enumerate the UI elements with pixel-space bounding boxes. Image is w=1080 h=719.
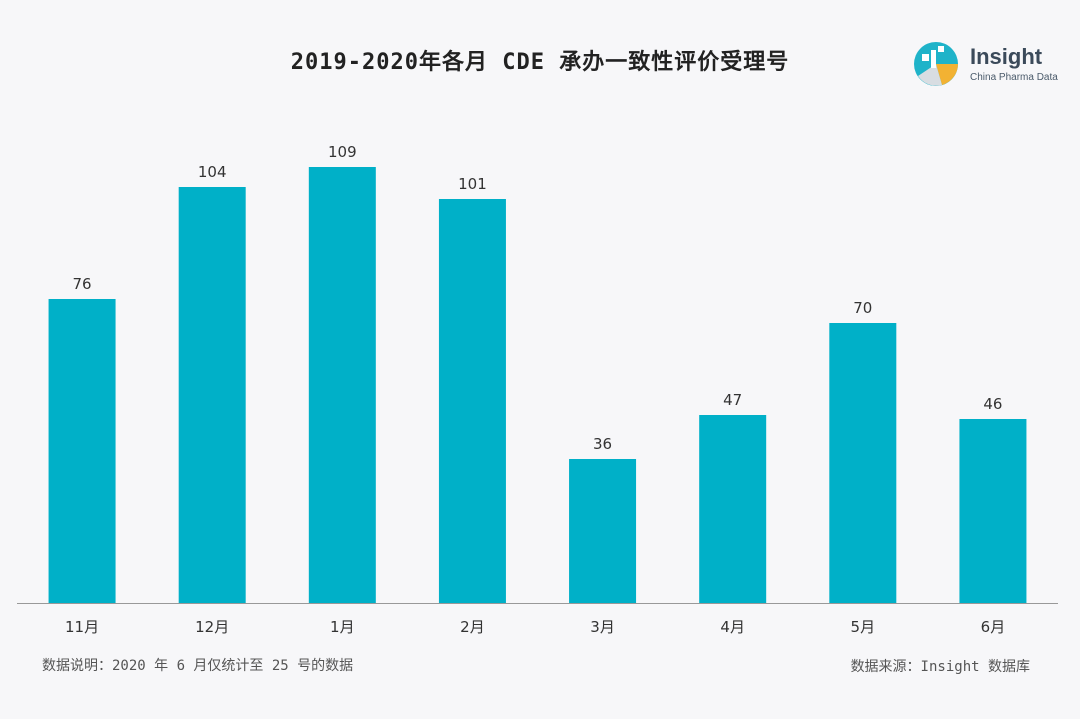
bar-3月 xyxy=(569,459,637,603)
x-tick-label: 5月 xyxy=(851,618,876,636)
data-label: 46 xyxy=(983,395,1002,413)
data-label: 70 xyxy=(853,299,872,317)
data-label: 47 xyxy=(723,391,742,409)
logo-subtitle: China Pharma Data xyxy=(970,72,1058,83)
data-label: 101 xyxy=(458,175,487,193)
x-tick-label: 4月 xyxy=(720,618,745,636)
x-tick-label: 3月 xyxy=(590,618,615,636)
bar-2月 xyxy=(438,199,506,603)
data-label: 76 xyxy=(73,275,92,293)
logo-name: Insight xyxy=(970,44,1043,69)
data-label: 36 xyxy=(593,435,612,453)
x-tick-label: 6月 xyxy=(981,618,1006,636)
bar-5月 xyxy=(829,323,897,603)
bar-6月 xyxy=(959,419,1027,603)
insight-logo: Insight China Pharma Data xyxy=(912,40,1062,90)
x-tick-label: 11月 xyxy=(65,618,99,636)
bar-12月 xyxy=(178,187,246,603)
bar-4月 xyxy=(699,415,767,603)
chart-title: 2019-2020年各月 CDE 承办一致性评价受理号 xyxy=(290,50,790,75)
data-source: 数据来源：Insight 数据库 xyxy=(850,659,1030,675)
x-tick-label: 12月 xyxy=(195,618,229,636)
x-tick-label: 2月 xyxy=(460,618,485,636)
insight-logo-icon xyxy=(914,42,958,86)
data-label: 104 xyxy=(198,163,227,181)
bar-11月 xyxy=(48,299,116,603)
x-tick-label: 1月 xyxy=(330,618,355,636)
bar-1月 xyxy=(308,167,376,603)
data-label: 109 xyxy=(328,143,357,161)
data-note: 数据说明：2020 年 6 月仅统计至 25 号的数据 xyxy=(42,658,354,674)
